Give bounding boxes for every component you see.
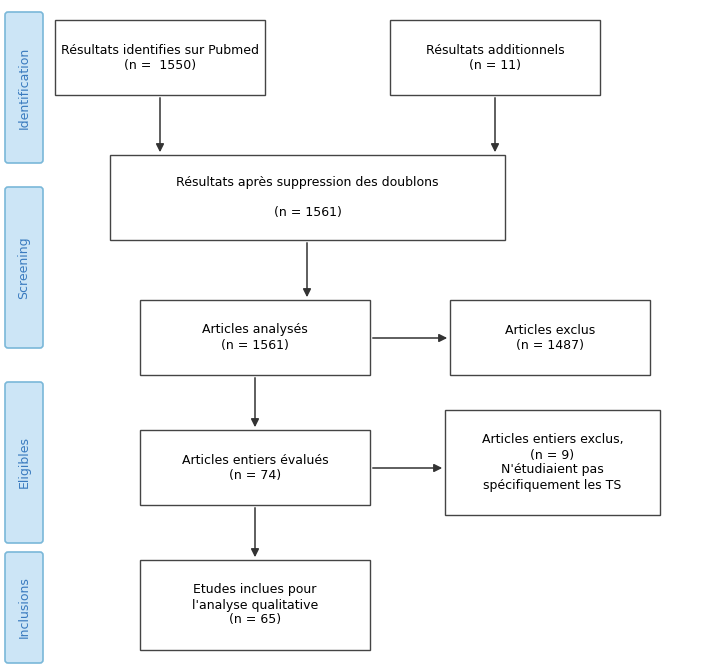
FancyBboxPatch shape xyxy=(5,12,43,163)
Bar xyxy=(110,155,505,240)
Text: Résultats après suppression des doublons

(n = 1561): Résultats après suppression des doublons… xyxy=(176,176,439,219)
Text: Articles analysés
(n = 1561): Articles analysés (n = 1561) xyxy=(202,324,308,351)
Text: Screening: Screening xyxy=(18,236,30,299)
Text: Identification: Identification xyxy=(18,46,30,128)
Bar xyxy=(55,20,265,95)
FancyBboxPatch shape xyxy=(5,382,43,543)
FancyBboxPatch shape xyxy=(5,187,43,348)
Bar xyxy=(450,300,650,375)
Bar xyxy=(445,410,660,515)
FancyBboxPatch shape xyxy=(5,552,43,663)
Text: Inclusions: Inclusions xyxy=(18,577,30,638)
Bar xyxy=(140,430,370,505)
Bar xyxy=(140,300,370,375)
Bar xyxy=(390,20,600,95)
Text: Articles entiers exclus,
(n = 9)
N'étudiaient pas
spécifiquement les TS: Articles entiers exclus, (n = 9) N'étudi… xyxy=(481,434,624,492)
Bar xyxy=(140,560,370,650)
Text: Articles entiers évalués
(n = 74): Articles entiers évalués (n = 74) xyxy=(182,454,328,482)
Text: Résultats identifies sur Pubmed
(n =  1550): Résultats identifies sur Pubmed (n = 155… xyxy=(61,43,259,72)
Text: Eligibles: Eligibles xyxy=(18,436,30,488)
Text: Etudes inclues pour
l'analyse qualitative
(n = 65): Etudes inclues pour l'analyse qualitativ… xyxy=(192,583,318,626)
Text: Résultats additionnels
(n = 11): Résultats additionnels (n = 11) xyxy=(426,43,564,72)
Text: Articles exclus
(n = 1487): Articles exclus (n = 1487) xyxy=(505,324,595,351)
